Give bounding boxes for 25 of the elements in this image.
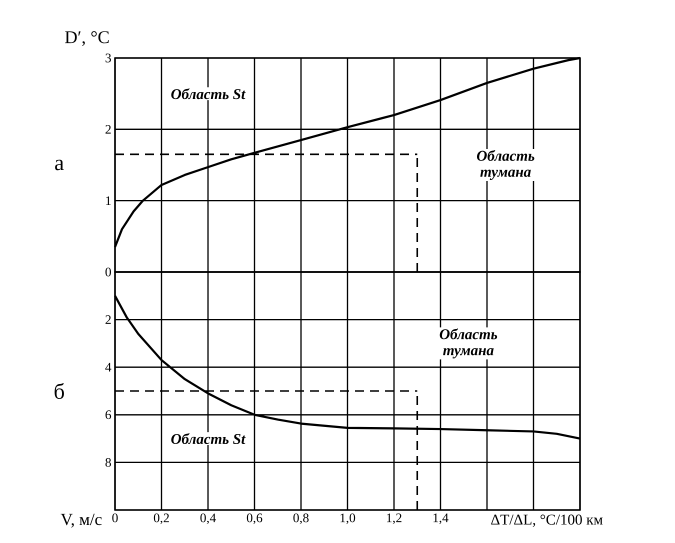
x-tick-label: 0,6 <box>246 514 262 524</box>
x-tick-label: 0,4 <box>200 514 216 524</box>
y-tick-label: 0 <box>105 268 111 276</box>
text: а <box>55 160 64 170</box>
x-tick-label: 1,4 <box>434 514 448 524</box>
y-tick-label: 3 <box>106 54 111 62</box>
y-tick-label: 2 <box>106 125 111 134</box>
annotation: Область тумана <box>440 328 498 358</box>
x-tick-label: 1,2 <box>387 514 402 524</box>
y-tick-label: 8 <box>105 458 111 467</box>
y-tick-label: 4 <box>105 362 112 372</box>
x-tick-label: 0 <box>112 514 118 522</box>
x-axis-title: ΔT/ΔL, °C/100 км <box>491 514 603 527</box>
y-tick-label: 2 <box>106 315 111 324</box>
y-axis-title: V, м/с <box>60 514 102 528</box>
annotation: Область St <box>171 88 246 100</box>
x-tick-label: 0,8 <box>293 514 309 524</box>
y-tick-label: 1 <box>106 196 111 205</box>
y-axis-title: D′, °C <box>65 31 109 46</box>
x-tick-label: 0,2 <box>154 514 169 524</box>
x-tick-label: 1,0 <box>340 514 356 524</box>
text: б <box>54 383 64 399</box>
y-tick-label: 6 <box>106 410 112 420</box>
annotation: Область St <box>171 433 246 444</box>
annotation: Область тумана <box>476 150 534 180</box>
